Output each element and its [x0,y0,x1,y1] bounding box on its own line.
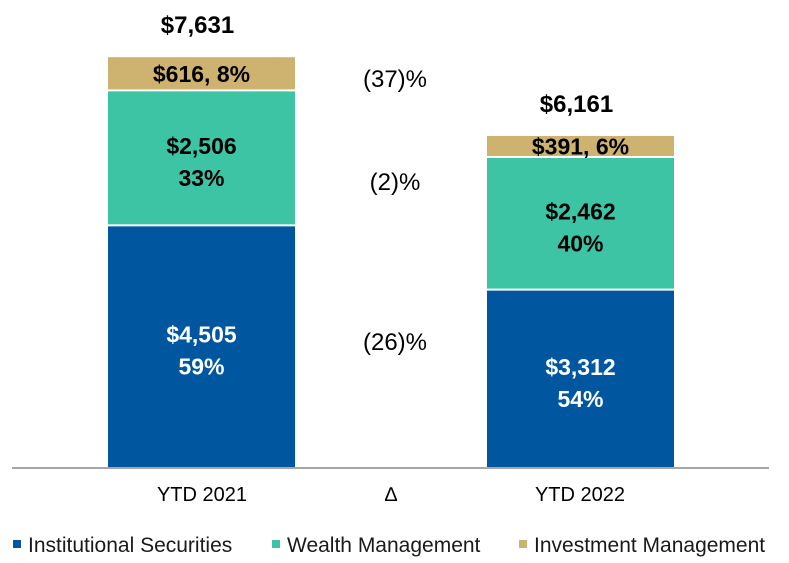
delta-label-investment-management: (37)% [363,66,427,93]
segment-pct-wealth-management-1: 40% [557,230,603,256]
bar-segment-wealth-management-1 [487,158,674,289]
segment-value-wealth-management-1: $2,462 [545,198,615,224]
legend-swatch-investment-management [519,540,527,548]
segment-label-investment-management-0: $616, 8% [153,61,250,87]
segment-pct-wealth-management-0: 33% [178,165,224,191]
labels-group: $4,505 59% $2,506 33% $616, 8% $7,631 $3,312 54… [153,12,629,412]
delta-column-label: ∆ [385,484,398,506]
legend-label-institutional-securities: Institutional Securities [28,534,232,557]
segment-value-institutional-securities-1: $3,312 [545,354,615,380]
category-label-2021: YTD 2021 [157,484,247,506]
segment-label-investment-management-1: $391, 6% [532,133,629,159]
bar-segment-wealth-management-0 [108,91,295,225]
bar-segment-investment-management-0 [108,57,295,90]
segment-value-institutional-securities-0: $4,505 [166,322,237,348]
segment-value-wealth-management-0: $2,506 [166,133,236,159]
total-label-0: $7,631 [161,12,234,39]
segment-pct-institutional-securities-0: 59% [178,354,224,380]
bars-group [108,57,674,468]
bar-segment-institutional-securities-0 [108,226,295,468]
bar-segment-investment-management-1 [487,135,674,157]
legend-label-wealth-management: Wealth Management [287,534,481,557]
delta-label-wealth-management: (2)% [370,169,421,196]
legend-swatch-wealth-management [272,540,280,548]
segment-pct-institutional-securities-1: 54% [557,386,603,412]
legend: Institutional Securities Wealth Manageme… [13,534,765,557]
legend-swatch-institutional-securities [13,540,21,548]
bar-segment-institutional-securities-1 [487,290,674,468]
legend-label-investment-management: Investment Management [534,534,765,557]
category-label-2022: YTD 2022 [535,484,625,506]
total-label-1: $6,161 [540,91,613,118]
delta-label-institutional-securities: (26)% [363,329,427,356]
